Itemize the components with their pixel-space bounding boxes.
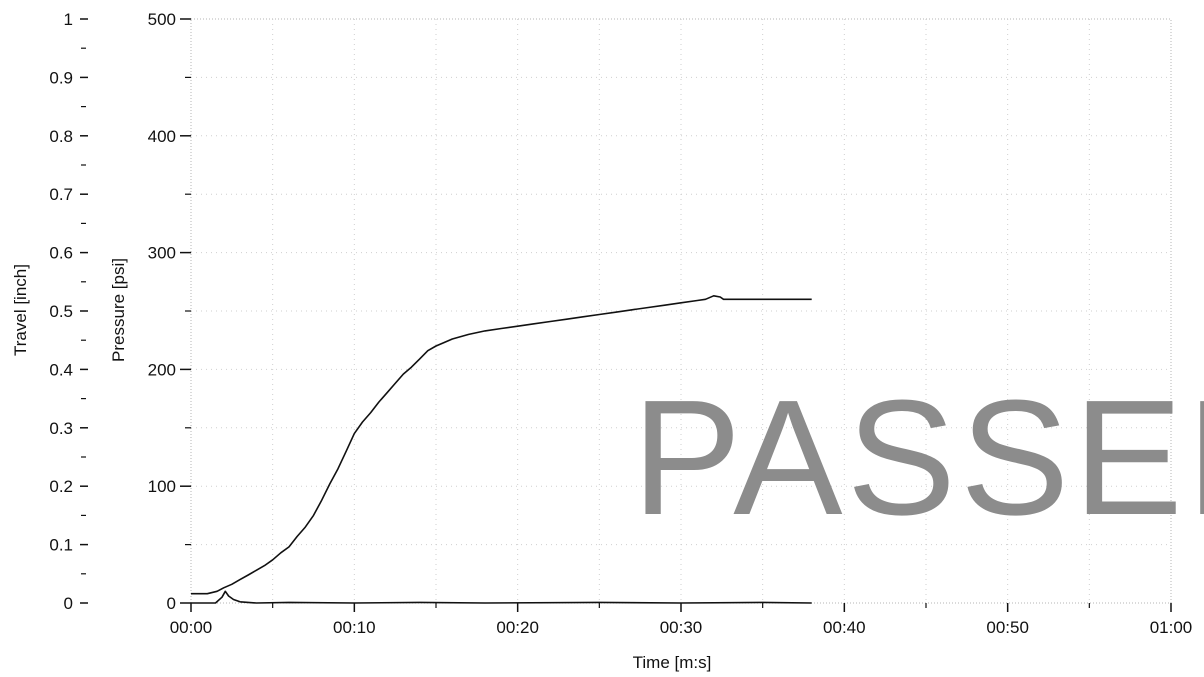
x-tick-label: 00:10 bbox=[333, 618, 376, 637]
x-tick-label: 01:00 bbox=[1150, 618, 1193, 637]
pressure-tick-label: 100 bbox=[148, 477, 176, 496]
travel-tick-label: 0.6 bbox=[49, 244, 73, 263]
time-axis-title: Time [m:s] bbox=[633, 653, 712, 672]
x-tick-label: 00:40 bbox=[823, 618, 866, 637]
travel-tick-label: 0.8 bbox=[49, 127, 73, 146]
x-tick-label: 00:00 bbox=[170, 618, 213, 637]
tick-labels: 00:00 00:10 00:20 00:30 00:40 00:50 01:00 0 0.1 0… bbox=[49, 10, 1192, 637]
travel-tick-label: 1 bbox=[64, 10, 73, 29]
passed-stamp: PASSED bbox=[632, 366, 1204, 549]
axes bbox=[80, 18, 1172, 612]
travel-tick-label: 0 bbox=[64, 594, 73, 613]
x-tick-label: 00:50 bbox=[986, 618, 1029, 637]
pressure-tick-label: 200 bbox=[148, 360, 176, 379]
travel-tick-label: 0.3 bbox=[49, 419, 73, 438]
pressure-axis-title: Pressure [psi] bbox=[109, 258, 128, 362]
travel-tick-label: 0.1 bbox=[49, 536, 73, 555]
grid bbox=[190, 18, 1172, 604]
travel-axis-title: Travel [inch] bbox=[11, 264, 30, 356]
x-tick-label: 00:30 bbox=[660, 618, 703, 637]
travel-series-line bbox=[191, 590, 812, 604]
x-tick-label: 00:20 bbox=[496, 618, 539, 637]
pressure-tick-label: 0 bbox=[167, 594, 176, 613]
pressure-series-line bbox=[191, 295, 812, 595]
series-layer bbox=[191, 295, 812, 604]
travel-tick-label: 0.9 bbox=[49, 68, 73, 87]
pressure-tick-label: 500 bbox=[148, 10, 176, 29]
travel-tick-label: 0.4 bbox=[49, 360, 73, 379]
travel-tick-label: 0.5 bbox=[49, 302, 73, 321]
pressure-tick-label: 400 bbox=[148, 127, 176, 146]
travel-tick-label: 0.2 bbox=[49, 477, 73, 496]
pressure-tick-label: 300 bbox=[148, 244, 176, 263]
travel-tick-label: 0.7 bbox=[49, 185, 73, 204]
